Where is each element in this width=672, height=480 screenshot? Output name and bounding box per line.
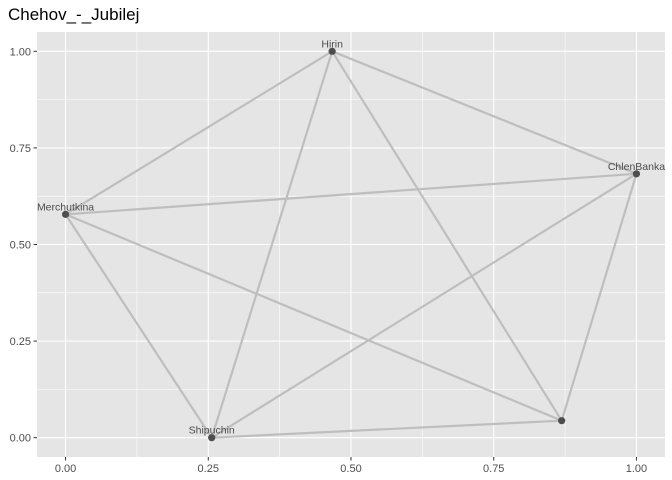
node-hirin — [328, 47, 336, 55]
node-label-merchutkina: Merchutkina — [37, 201, 94, 213]
edge-merchutkina-shipuchin — [64, 213, 213, 439]
y-tick-label: 0.75 — [10, 143, 31, 155]
y-tick-label: 0.50 — [10, 240, 31, 252]
edge-hirin-merchutkina — [64, 50, 334, 216]
edges — [64, 50, 638, 439]
nodes — [61, 47, 641, 442]
axes: 0.00 0.25 0.50 0.75 1.00 0.00 0.25 0.50 0.75 1.00 — [10, 46, 648, 475]
y-tick-label: 0.00 — [10, 433, 31, 445]
edge-chlenbanka-shipuchin — [210, 172, 638, 439]
chart-title: Chehov_-_Jubilej — [8, 5, 139, 24]
edge-chlenbanka-unlabeled — [560, 172, 638, 422]
node-labels: Hirin ChlenBanka Merchutkina Shipuchin — [37, 38, 665, 436]
y-tick-label: 1.00 — [10, 46, 31, 58]
node-unlabeled — [558, 417, 566, 425]
edge-shipuchin-unlabeled — [210, 419, 563, 439]
x-tick-label: 1.00 — [626, 463, 647, 475]
node-chlenbanka — [632, 170, 641, 178]
edge-merchutkina-unlabeled — [64, 213, 563, 422]
node-label-shipuchin: Shipuchin — [189, 425, 235, 437]
x-tick-label: 0.75 — [483, 463, 504, 475]
edge-hirin-unlabeled — [331, 50, 563, 422]
node-label-hirin: Hirin — [321, 38, 343, 50]
x-tick-label: 0.00 — [55, 463, 76, 475]
y-tick-label: 0.25 — [10, 336, 31, 348]
x-tick-label: 0.50 — [340, 463, 361, 475]
x-tick-label: 0.25 — [198, 463, 219, 475]
edge-chlenbanka-merchutkina — [64, 172, 638, 216]
grid-lines — [37, 32, 665, 457]
edge-hirin-shipuchin — [210, 50, 334, 439]
node-label-chlenbanka: ChlenBanka — [608, 161, 665, 173]
node-shipuchin — [208, 434, 216, 442]
node-merchutkina — [61, 210, 70, 218]
edge-hirin-chlenbanka — [331, 50, 638, 175]
